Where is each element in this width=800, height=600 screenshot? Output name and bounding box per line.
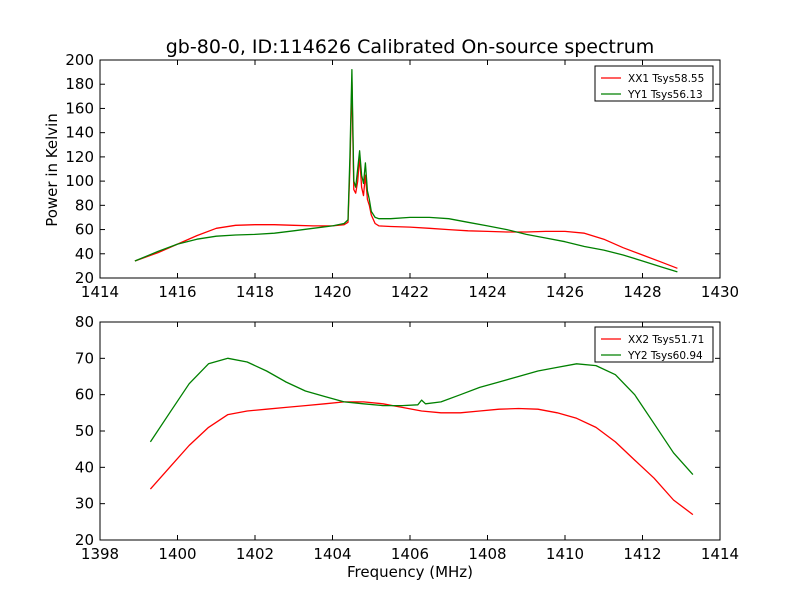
x-tick-label: 1430: [701, 283, 739, 301]
series-line-2: [134, 69, 678, 273]
x-tick-label: 1406: [391, 545, 429, 563]
legend-box: [594, 65, 714, 102]
legend: XX2 Tsys51.71 YY2 Tsys60.94: [594, 326, 714, 363]
legend-label-1: XX2 Tsys51.71: [628, 334, 704, 346]
y-tick-label: 20: [75, 531, 94, 549]
y-tick-label: 200: [65, 51, 94, 69]
series-line-1: [134, 81, 678, 269]
y-tick-label: 60: [75, 386, 94, 404]
y-tick-label: 20: [75, 269, 94, 287]
y-tick-label: 50: [75, 422, 94, 440]
bottom-axes: 1398 1400 1402 1404 1406 1408 1410 1412 1414 20 30…: [75, 313, 739, 563]
x-tick-label: 1402: [236, 545, 274, 563]
y-tick-label: 30: [75, 495, 94, 513]
top-axes: 1414 1416 1418 1420 1422 1424 1426 1428 1430 20 40…: [65, 51, 739, 301]
x-tick-label: 1426: [546, 283, 584, 301]
y-axis-label: Power in Kelvin: [43, 113, 61, 227]
x-tick-label: 1418: [236, 283, 274, 301]
x-tick-label: 1412: [623, 545, 661, 563]
series-line-1: [149, 401, 694, 516]
y-tick-label: 80: [75, 313, 94, 331]
y-tick-label: 120: [65, 148, 94, 166]
legend-label-2: YY2 Tsys60.94: [627, 350, 703, 362]
y-tick-label: 40: [75, 245, 94, 263]
x-tick-label: 1414: [701, 545, 739, 563]
y-tick-label: 70: [75, 349, 94, 367]
x-axis-label: Frequency (MHz): [347, 563, 473, 581]
y-tick-label: 140: [65, 124, 94, 142]
x-tick-label: 1424: [468, 283, 506, 301]
y-tick-label: 180: [65, 75, 94, 93]
y-tick-label: 40: [75, 458, 94, 476]
x-tick-label: 1422: [391, 283, 429, 301]
x-tick-label: 1404: [313, 545, 351, 563]
legend: XX1 Tsys58.55 YY1 Tsys56.13: [594, 65, 714, 102]
y-tick-label: 60: [75, 221, 94, 239]
legend-label-1: XX1 Tsys58.55: [628, 73, 704, 85]
x-tick-label: 1428: [623, 283, 661, 301]
x-tick-label: 1416: [158, 283, 196, 301]
chart-title: gb-80-0, ID:114626 Calibrated On-source …: [166, 36, 655, 58]
x-tick-label: 1420: [313, 283, 351, 301]
legend-label-2: YY1 Tsys56.13: [627, 89, 703, 101]
x-tick-label: 1414: [81, 283, 119, 301]
series-line-2: [149, 357, 694, 476]
x-tick-label: 1410: [546, 545, 584, 563]
y-tick-label: 160: [65, 99, 94, 117]
x-tick-label: 1400: [158, 545, 196, 563]
y-tick-label: 80: [75, 196, 94, 214]
y-tick-label: 100: [65, 172, 94, 190]
x-tick-label: 1408: [468, 545, 506, 563]
x-tick-label: 1398: [81, 545, 119, 563]
legend-box: [594, 326, 714, 363]
